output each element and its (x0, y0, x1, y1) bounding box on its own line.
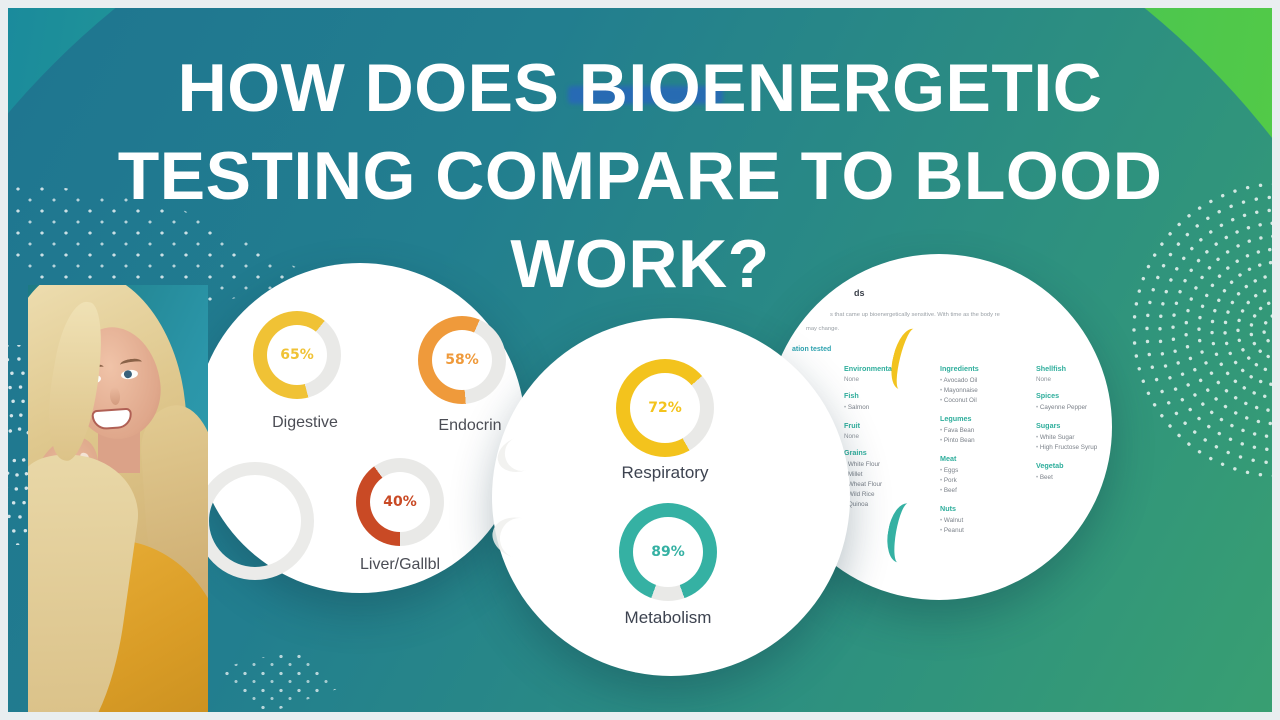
food-item-list: • Cayenne Pepper (1036, 403, 1112, 413)
food-item: • High Fructose Syrup (1036, 444, 1098, 451)
food-item: • Wild Rice (844, 491, 875, 498)
food-item-list: • White Sugar • High Fructose Syrup (1036, 433, 1112, 453)
food-item: • Beef (940, 487, 957, 494)
food-item: • Mayonnaise (940, 387, 978, 394)
food-section: Ingredients • Avocado Oil • Mayonnaise • C… (940, 364, 1026, 406)
food-none-note: None (844, 433, 860, 440)
donut-hole: 58% (432, 330, 492, 390)
food-item: • Wheat Flour (844, 481, 883, 488)
food-item: • Millet (844, 471, 863, 478)
food-category-heading: Vegetab (1036, 461, 1064, 470)
food-item: • Salmon (844, 404, 870, 411)
foods-link-fragment: ation tested (792, 346, 832, 353)
foods-columns: Environmental None Fish • Salmon Fruit N… (844, 364, 1112, 544)
foods-column-3: Shellfish None Spices • Cayenne Pepper S… (1036, 364, 1112, 544)
food-section: Spices • Cayenne Pepper (1036, 391, 1112, 413)
donut-chart-metabolism: 89% (619, 503, 717, 601)
food-none-note: None (844, 376, 860, 383)
food-section: Grains • White Flour • Millet • Wheat Flou… (844, 448, 930, 510)
food-none-note: None (1036, 376, 1052, 383)
food-category-heading: Meat (940, 454, 957, 463)
food-category-heading: Fish (844, 391, 859, 400)
donut-label-liver-gallbladder: Liver/Gallbl (359, 556, 441, 573)
donut-percent: 89% (651, 544, 685, 560)
food-item: • Eggs (940, 467, 959, 474)
underlying-blue-text-fragment (568, 86, 723, 104)
donut-hole: 65% (267, 325, 327, 385)
food-category-heading: Sugars (1036, 421, 1061, 430)
food-category-heading: Environmental (844, 364, 894, 373)
food-section: Nuts • Walnut • Peanut (940, 504, 1026, 536)
donut-label-endocrine: Endocrin (438, 417, 502, 434)
donut-percent: 72% (648, 400, 682, 416)
foods-intro-line: may change. (806, 326, 840, 332)
food-item-list: • White Flour • Millet • Wheat Flour • Wild… (844, 460, 930, 510)
food-item: • Pork (940, 477, 957, 484)
food-item: • Coconut Oil (940, 397, 977, 404)
food-category-heading: Nuts (940, 504, 956, 513)
food-category-heading: Spices (1036, 391, 1060, 400)
food-item: • White Flour (844, 461, 881, 468)
food-section: Vegetab • Beet (1036, 461, 1112, 483)
food-item: • White Sugar (1036, 434, 1075, 441)
food-section: Sugars • White Sugar • High Fructose Syru… (1036, 421, 1112, 453)
food-item-list: • Fava Bean • Pinto Bean (940, 426, 1026, 446)
food-item-list: • Avocado Oil • Mayonnaise • Coconut Oil (940, 376, 1026, 406)
food-item-list: • Walnut • Peanut (940, 516, 1026, 536)
donut-label-metabolism: Metabolism (624, 608, 712, 627)
food-category-heading: Shellfish (1036, 364, 1066, 373)
donut-hole: 40% (370, 472, 430, 532)
donut-percent: 40% (383, 494, 417, 510)
donut-label-respiratory: Respiratory (621, 463, 709, 482)
food-item: • Cayenne Pepper (1036, 404, 1088, 411)
donut-chart-respiratory: 72% (616, 359, 714, 457)
food-item: • Walnut (940, 517, 964, 524)
food-section: Meat • Eggs • Pork • Beef (940, 454, 1026, 496)
page-title: HOW DOES BIOENERGETIC TESTING COMPARE TO… (0, 44, 1280, 308)
donut-chart-liver-gallbladder: 40% (356, 458, 444, 546)
food-section: Legumes • Fava Bean • Pinto Bean (940, 414, 1026, 446)
photo-iris (123, 369, 133, 379)
partial-donut-fragment (196, 462, 314, 580)
donut-percent: 65% (280, 347, 314, 363)
donut-chart-digestive: 65% (253, 311, 341, 399)
food-category-heading: Ingredients (940, 364, 979, 373)
foods-intro-line: s that came up bioenergetically sensitiv… (830, 312, 1000, 318)
food-section: Fruit None (844, 421, 930, 440)
title-line-1: HOW DOES BIOENERGETIC (177, 50, 1103, 126)
dotted-sunburst-right (1132, 182, 1280, 478)
food-item: • Avocado Oil (940, 377, 978, 384)
food-item-list: • Salmon (844, 403, 930, 413)
donut-hole: 89% (633, 517, 703, 587)
title-line-2: TESTING COMPARE TO BLOOD (117, 138, 1163, 214)
title-line-3: WORK? (510, 226, 770, 302)
food-item: • Pinto Bean (940, 437, 975, 444)
food-item: • Beet (1036, 474, 1053, 481)
food-item: • Quinoa (844, 501, 869, 508)
donut-hole: 72% (630, 373, 700, 443)
food-section: Fish • Salmon (844, 391, 930, 413)
donut-chart-endocrine: 58% (418, 316, 506, 404)
food-item-list: • Eggs • Pork • Beef (940, 466, 1026, 496)
food-item: • Peanut (940, 527, 964, 534)
food-item-list: • Beet (1036, 473, 1112, 483)
foods-column-2: Ingredients • Avocado Oil • Mayonnaise • C… (940, 364, 1026, 544)
donut-label-digestive: Digestive (272, 414, 338, 431)
food-item: • Fava Bean (940, 427, 975, 434)
presenter-photo (28, 285, 208, 715)
food-section: Environmental None (844, 364, 930, 383)
food-category-heading: Grains (844, 448, 867, 457)
food-section: Shellfish None (1036, 364, 1112, 383)
foods-heading-fragment: ds (854, 288, 865, 298)
food-category-heading: Fruit (844, 421, 860, 430)
donut-percent: 58% (445, 352, 479, 368)
food-category-heading: Legumes (940, 414, 972, 423)
